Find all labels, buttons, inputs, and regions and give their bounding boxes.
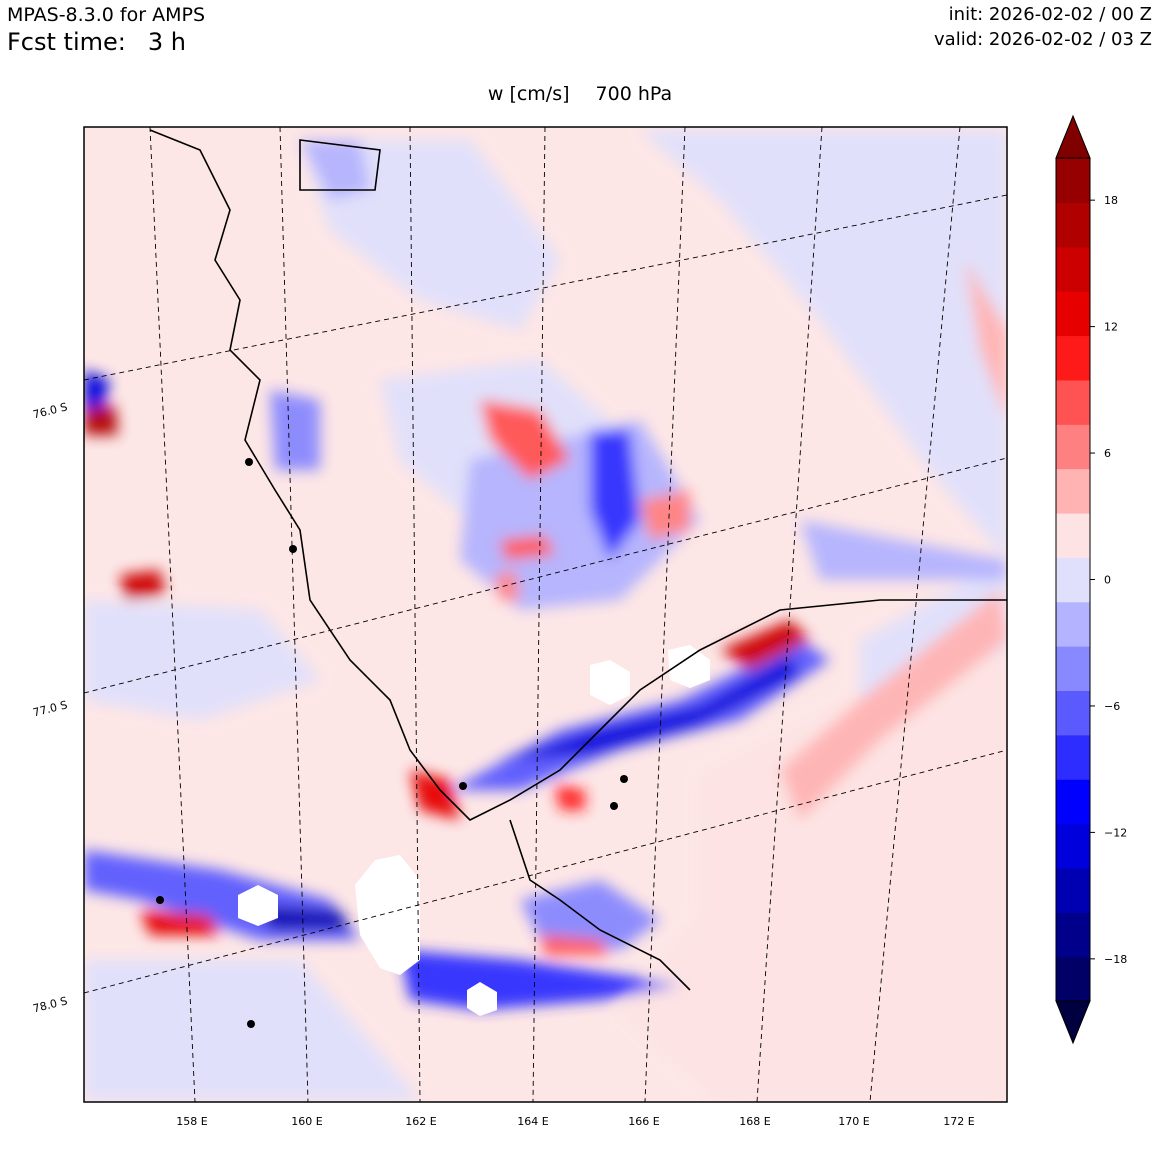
lon-label-160: 160 E xyxy=(291,1115,322,1128)
lat-label-78: 78.0 S xyxy=(32,994,69,1015)
updraft-area-northeast-strip xyxy=(965,260,1007,420)
downdraft-area-northeast xyxy=(640,130,1007,560)
downdraft-blob-north xyxy=(300,140,370,200)
updraft-cell-southwest xyxy=(140,910,220,935)
missing-data-patches xyxy=(238,645,710,1016)
variable-label: w [cm/s] xyxy=(487,83,570,105)
colorbar-ticks: 18 12 6 0 −6 −12 −18 xyxy=(1090,194,1127,966)
lon-label-162: 162 E xyxy=(405,1115,436,1128)
init-time: init: 2026-02-02 / 00 Z xyxy=(948,4,1152,25)
colorbar-band xyxy=(1056,779,1090,825)
valid-time: valid: 2026-02-02 / 03 Z xyxy=(934,29,1152,50)
colorbar-band xyxy=(1056,512,1090,558)
downdraft-blob-northwest xyxy=(270,390,320,470)
downdraft-core-southwest xyxy=(260,905,350,930)
lon-label-170: 170 E xyxy=(838,1115,869,1128)
map-panel xyxy=(83,126,1008,1103)
colorbar-tick-label: 6 xyxy=(1104,447,1111,460)
colorbar-tick-label: −6 xyxy=(1104,700,1120,713)
graticule xyxy=(84,127,1007,1102)
colorbar-tick-label: −12 xyxy=(1104,826,1127,839)
map-frame xyxy=(83,126,1008,1103)
forecast-time: Fcst time: 3 h xyxy=(7,28,186,56)
latitude-labels: 76.0 S 77.0 S 78.0 S xyxy=(32,400,69,1015)
colorbar-band xyxy=(1056,246,1090,292)
colorbar-tick-label: 18 xyxy=(1104,194,1118,207)
colorbar-band xyxy=(1056,557,1090,603)
colorbar-band xyxy=(1056,690,1090,736)
updraft-cell-central xyxy=(640,490,690,540)
downdraft-blob-west xyxy=(84,370,110,420)
colorbar-band xyxy=(1056,202,1090,248)
updraft-cell-south-central xyxy=(555,785,585,810)
colorbar-band xyxy=(1056,158,1090,203)
downdraft-band-east xyxy=(800,520,1007,580)
downdraft-core-north xyxy=(590,430,640,560)
colorbar-tick-label: −18 xyxy=(1104,953,1127,966)
lon-label-164: 164 E xyxy=(517,1115,548,1128)
colorbar-tick-label: 0 xyxy=(1104,574,1111,587)
colorbar: 18 12 6 0 −6 −12 −18 xyxy=(1055,114,1127,1045)
lon-label-158: 158 E xyxy=(176,1115,207,1128)
lat-label-77: 77.0 S xyxy=(32,698,69,719)
updraft-cell-south xyxy=(540,935,610,955)
updraft-cell-small xyxy=(495,570,520,600)
colorbar-band xyxy=(1056,468,1090,514)
colorbar-band xyxy=(1056,291,1090,337)
colorbar-band xyxy=(1056,734,1090,780)
vertical-velocity-field xyxy=(84,127,1007,1102)
colorbar-bands xyxy=(1056,158,1090,1002)
level-label: 700 hPa xyxy=(595,83,673,105)
model-title: MPAS-8.3.0 for AMPS xyxy=(7,4,206,26)
colorbar-extend-top xyxy=(1055,114,1091,159)
downdraft-area-west xyxy=(84,600,320,720)
coastline xyxy=(149,129,1007,991)
updraft-cell-inland xyxy=(500,535,555,560)
updraft-area-east-tongue xyxy=(780,590,1007,820)
updraft-cell-center xyxy=(410,770,460,820)
lat-label-76: 76.0 S xyxy=(32,400,69,421)
colorbar-band xyxy=(1056,335,1090,381)
lon-label-166: 166 E xyxy=(628,1115,659,1128)
colorbar-band xyxy=(1056,379,1090,425)
lon-label-172: 172 E xyxy=(943,1115,974,1128)
plot-title: w [cm/s] 700 hPa xyxy=(0,83,1160,105)
updraft-cell-north-central xyxy=(480,400,570,480)
colorbar-band xyxy=(1056,956,1090,1002)
updraft-area-south xyxy=(620,650,1007,1100)
station-markers xyxy=(156,458,628,1028)
forecast-time-label: Fcst time: xyxy=(7,28,126,56)
longitude-labels: 158 E 160 E 162 E 164 E 166 E 168 E 170 … xyxy=(176,1115,974,1128)
colorbar-band xyxy=(1056,646,1090,692)
colorbar-extend-bottom xyxy=(1055,1000,1091,1045)
updraft-cell-west xyxy=(120,570,165,600)
colorbar-band xyxy=(1056,867,1090,913)
colorbar-band xyxy=(1056,823,1090,869)
downdraft-area-southwest xyxy=(84,960,420,1100)
colorbar-band xyxy=(1056,424,1090,470)
updraft-cell-east xyxy=(720,620,810,670)
lon-label-168: 168 E xyxy=(739,1115,770,1128)
updraft-cell-west-edge xyxy=(84,405,118,435)
forecast-time-value: 3 h xyxy=(147,28,186,56)
colorbar-tick-label: 12 xyxy=(1104,321,1118,334)
colorbar-band xyxy=(1056,912,1090,958)
colorbar-band xyxy=(1056,601,1090,647)
